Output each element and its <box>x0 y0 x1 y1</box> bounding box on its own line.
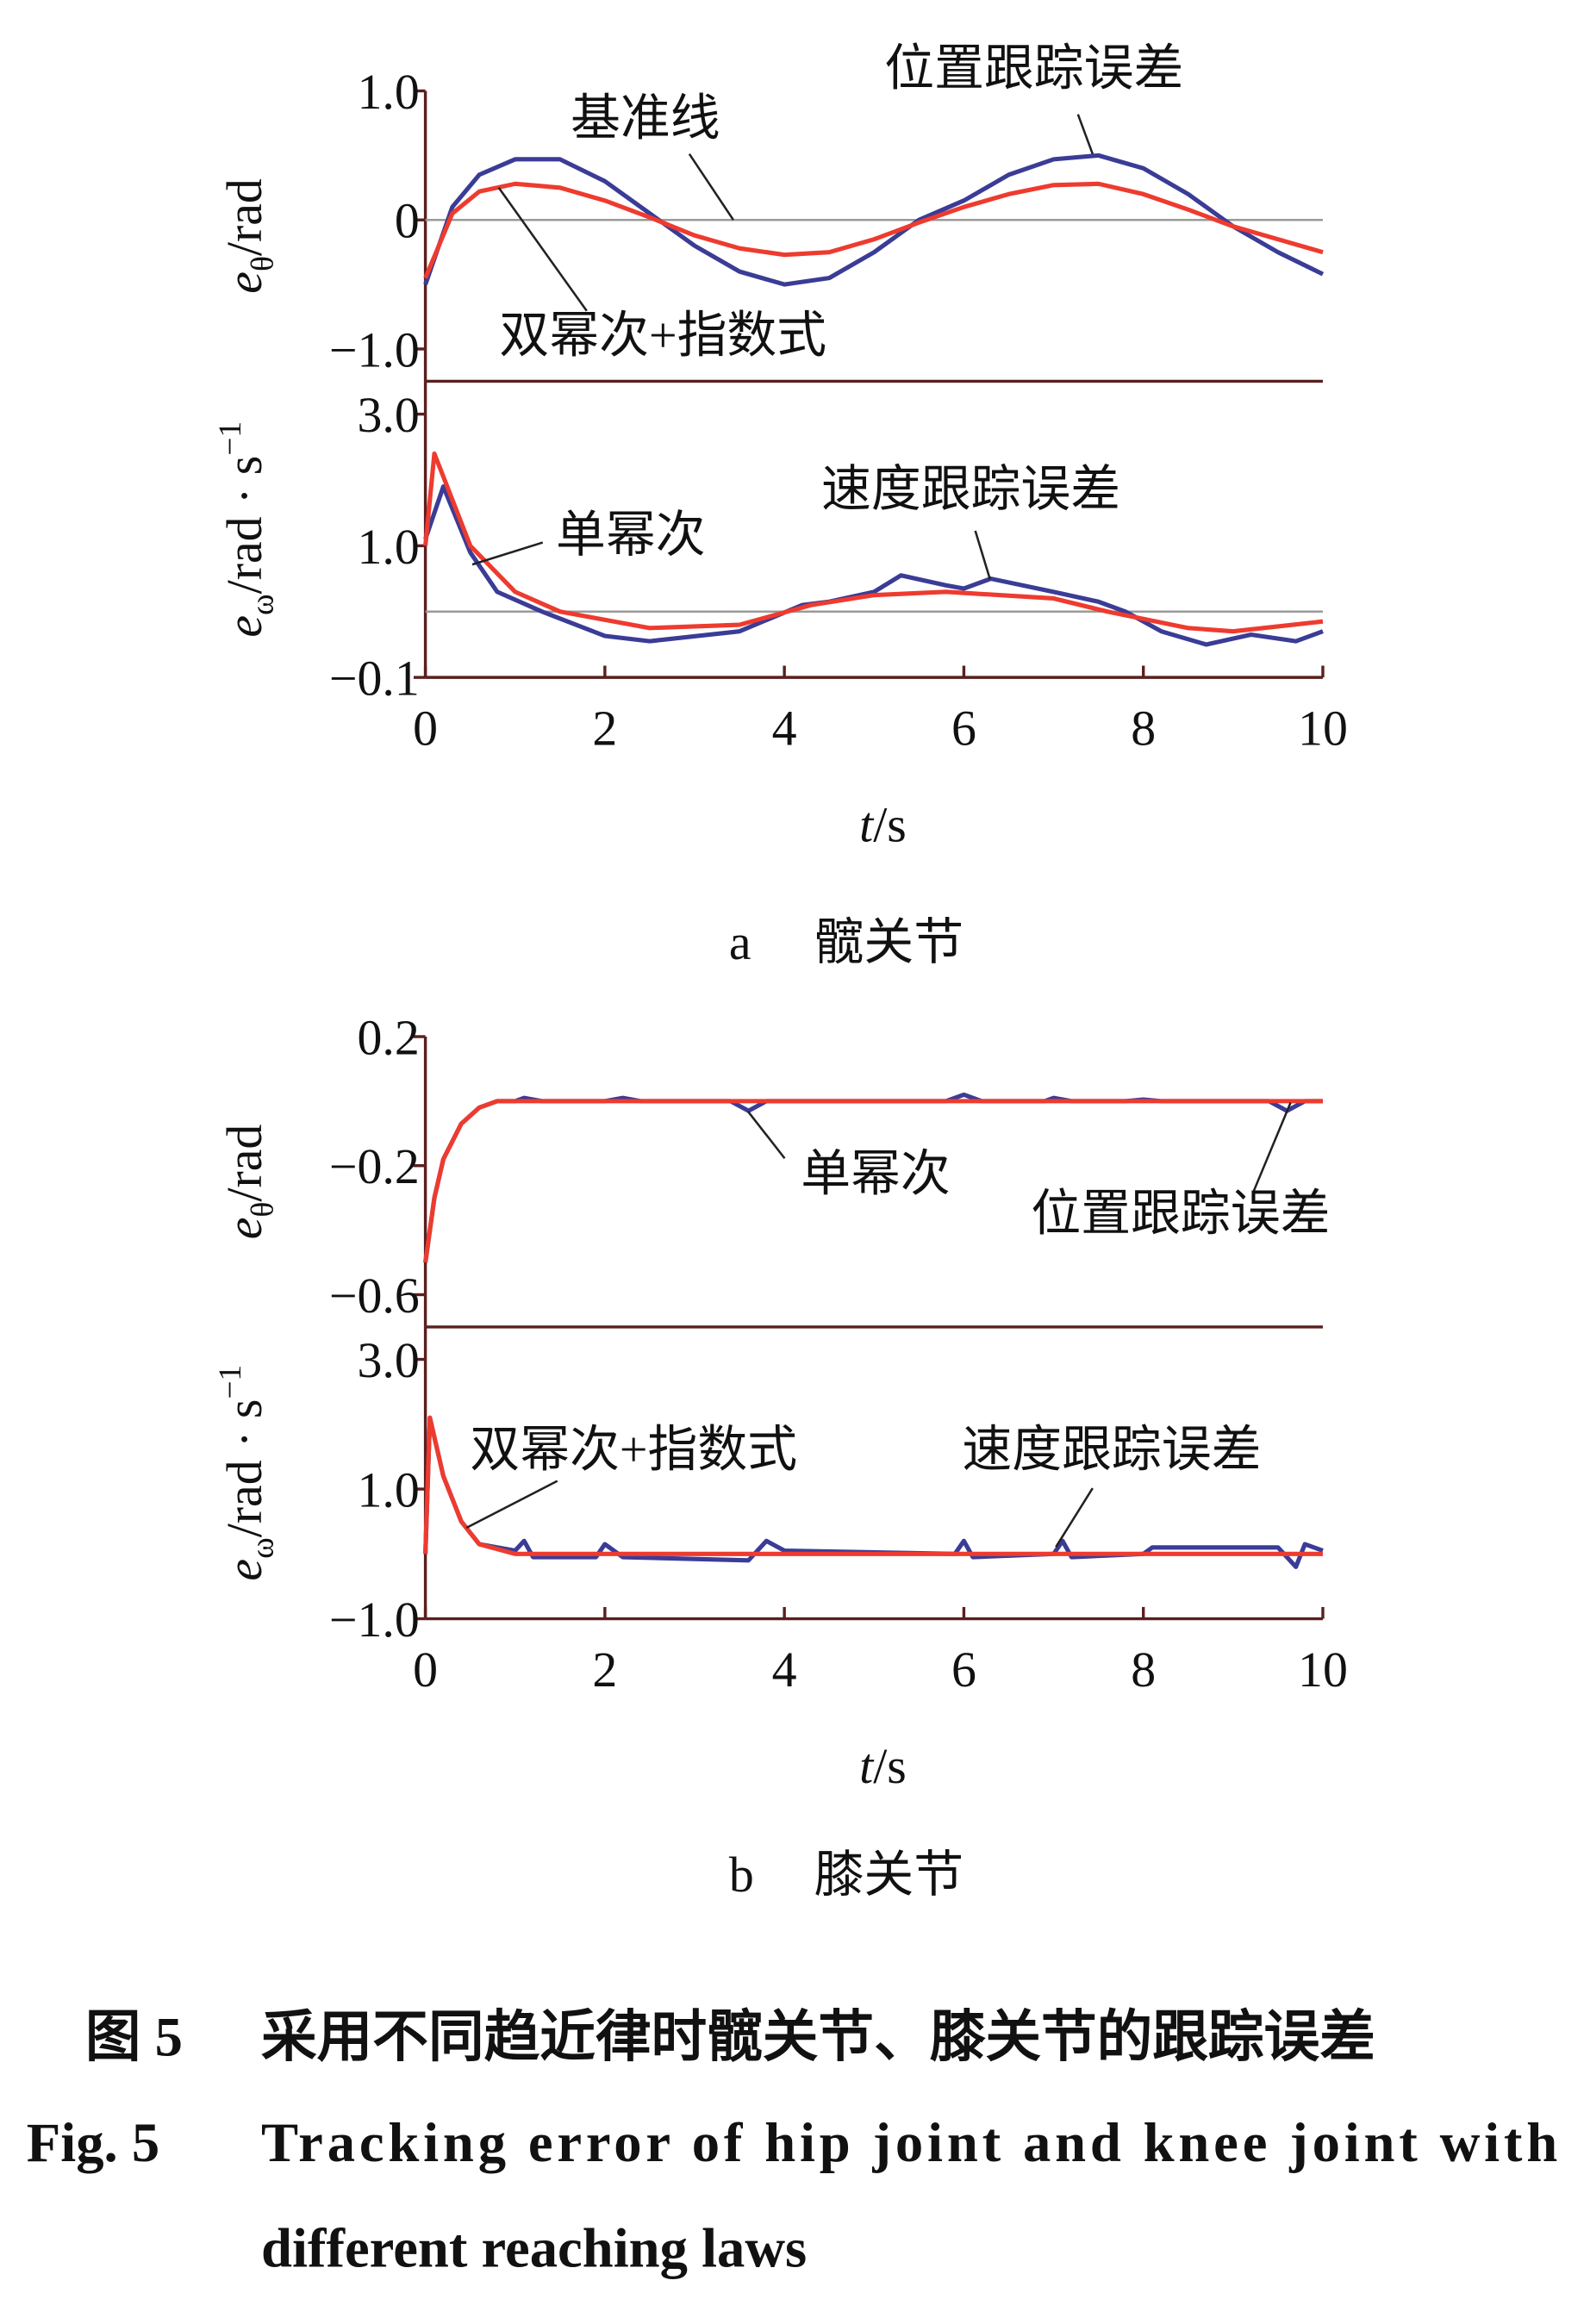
sub-title: 膝关节 <box>814 1847 964 1903</box>
series-line <box>423 1415 1323 1556</box>
y-label-sub: ω <box>246 1537 281 1559</box>
x-tick-label: 2 <box>592 700 617 756</box>
y-tick-label: 1.0 <box>357 519 419 575</box>
caption-label: 图 5 <box>85 2006 183 2068</box>
leader-line <box>1076 114 1094 155</box>
leader-line <box>497 187 588 312</box>
x-tick-label: 4 <box>772 1642 797 1698</box>
leader-line <box>465 1480 558 1530</box>
annotation: 位置跟踪误差 <box>884 40 1183 97</box>
x-tick-label: 2 <box>592 1642 617 1698</box>
y-tick-label: 3.0 <box>357 1332 419 1388</box>
x-tick-label: 0 <box>413 1642 438 1698</box>
annotation: 单幂次 <box>556 507 706 563</box>
sub-title: 髋关节 <box>814 914 964 970</box>
y-tick-label: 3.0 <box>357 387 419 443</box>
x-label-main: t <box>859 1738 875 1794</box>
x-tick-label: 6 <box>951 700 976 756</box>
y-label-unit: /rad <box>216 1125 272 1202</box>
y-label-main: e <box>216 1559 272 1581</box>
x-tick-label: 8 <box>1131 700 1156 756</box>
y-label-sup: −1 <box>213 1365 248 1399</box>
x-tick-label: 10 <box>1298 1642 1348 1698</box>
y-axis-label: eθ/rad <box>216 1125 281 1240</box>
x-axis-label: t/s <box>859 797 907 853</box>
y-tick-label: −1.0 <box>329 321 420 377</box>
y-tick-label: −1.0 <box>329 1592 420 1648</box>
y-label-main: e <box>216 615 272 638</box>
series-line <box>423 1099 1323 1263</box>
caption-label: Fig. 5 <box>27 2111 159 2173</box>
y-tick-label: −0.2 <box>329 1138 420 1194</box>
leader-line <box>746 1111 786 1160</box>
y-label-sup: −1 <box>213 421 248 456</box>
y-tick-label: 0 <box>395 193 420 249</box>
x-tick-label: 6 <box>951 1642 976 1698</box>
annotation: 单幂次 <box>801 1146 951 1202</box>
x-label-main: t <box>859 797 875 853</box>
leader-line <box>471 541 544 566</box>
y-tick-label: −0.1 <box>329 651 420 707</box>
y-axis-label: eω/rad · s−1 <box>213 1365 280 1581</box>
y-tick-label: 1.0 <box>357 1461 419 1517</box>
series-line <box>423 484 1324 647</box>
x-tick-label: 0 <box>413 700 438 756</box>
annotation: 基准线 <box>571 90 720 146</box>
y-tick-label: −0.6 <box>329 1268 420 1324</box>
y-label-unit: /rad · s <box>216 456 272 595</box>
sub-letter: b <box>729 1847 754 1903</box>
sub-letter: a <box>729 914 751 970</box>
series-line <box>423 181 1324 279</box>
series-line <box>423 153 1325 287</box>
x-tick-label: 4 <box>772 700 797 756</box>
y-axis-label: eω/rad · s−1 <box>213 421 280 638</box>
annotation: 位置跟踪误差 <box>1031 1186 1330 1242</box>
x-axis-label: t/s <box>859 1738 907 1794</box>
caption-text: 采用不同趋近律时髋关节、膝关节的跟踪误差 <box>261 2006 1375 2068</box>
y-label-unit: /rad · s <box>216 1399 272 1538</box>
annotation: 速度跟踪误差 <box>821 461 1120 517</box>
leader-line <box>1252 1102 1292 1192</box>
y-tick-label: 0.2 <box>357 1009 419 1065</box>
annotation: 双幂次+指数式 <box>470 1422 797 1478</box>
x-tick-label: 10 <box>1298 700 1348 756</box>
leader-line <box>1055 1487 1094 1548</box>
caption-text: different reaching laws <box>261 2217 807 2279</box>
x-tick-label: 8 <box>1131 1642 1156 1698</box>
y-tick-label: 1.0 <box>357 64 419 120</box>
y-label-sub: θ <box>246 1202 281 1218</box>
y-axis-label: eθ/rad <box>216 178 281 294</box>
caption-text: Tracking error of hip joint and knee joi… <box>261 2111 1557 2173</box>
annotation: 速度跟踪误差 <box>962 1422 1261 1478</box>
annotation: 双幂次+指数式 <box>499 307 826 363</box>
y-label-main: e <box>216 1218 272 1240</box>
y-label-unit: /rad <box>216 178 272 256</box>
y-label-sub: θ <box>246 256 281 271</box>
x-label-unit: /s <box>873 797 907 853</box>
y-label-sub: ω <box>246 594 281 615</box>
leader-line <box>974 530 991 580</box>
x-label-unit: /s <box>873 1738 907 1794</box>
leader-line <box>688 153 734 221</box>
y-label-main: e <box>216 271 272 294</box>
